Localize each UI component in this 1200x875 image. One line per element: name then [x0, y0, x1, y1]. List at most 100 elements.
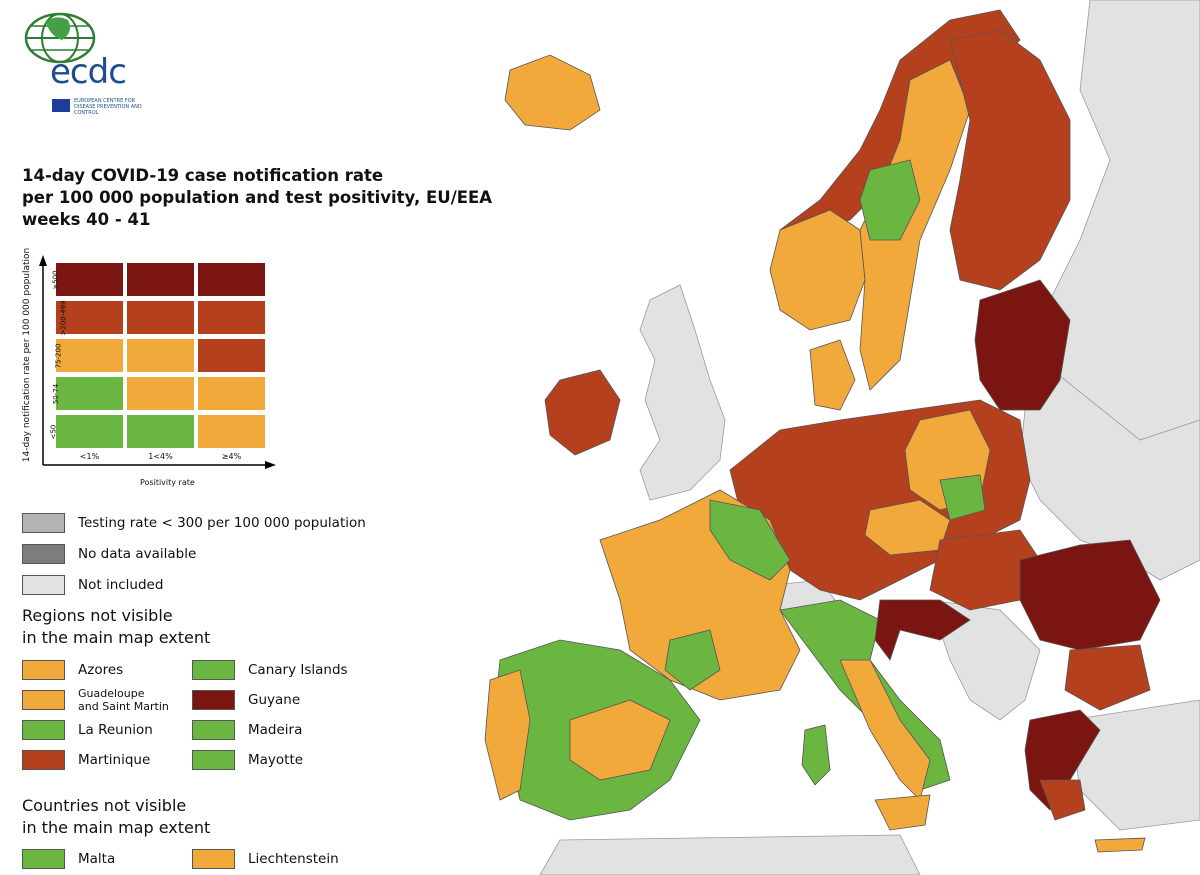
- matrix-cell: [197, 300, 266, 335]
- region-legend-item: Guadeloupe and Saint Martin: [22, 687, 169, 713]
- region-legend-item: La Reunion: [22, 719, 153, 741]
- matrix-col-label: 1<4%: [148, 452, 173, 461]
- matrix-cell: [197, 338, 266, 373]
- region-swatch: [22, 720, 65, 740]
- matrix-cell: [55, 414, 124, 449]
- country-legend-item: Liechtenstein: [192, 848, 339, 870]
- title-line-2: per 100 000 population and test positivi…: [22, 188, 493, 207]
- matrix-col-label: ≥4%: [221, 452, 242, 461]
- legend-testing-label: Testing rate < 300 per 100 000 populatio…: [78, 515, 366, 531]
- map-denmark: [809, 339, 856, 411]
- map-sicily: [874, 794, 931, 831]
- matrix-col-label: <1%: [79, 452, 100, 461]
- map-bulgaria: [1064, 644, 1151, 711]
- matrix-cell: [197, 414, 266, 449]
- map-crete: [1094, 837, 1146, 853]
- globe-icon: [24, 12, 96, 64]
- regions-heading-line-2: in the main map extent: [22, 628, 211, 647]
- map-title: 14-day COVID-19 case notification rate p…: [22, 165, 502, 231]
- map-portugal: [484, 669, 531, 801]
- region-label: Mayotte: [248, 752, 304, 768]
- legend-testing-rate: Testing rate < 300 per 100 000 populatio…: [22, 512, 366, 534]
- region-label: Madeira: [248, 722, 303, 738]
- region-label: Guadeloupe and Saint Martin: [78, 687, 169, 713]
- matrix-cell: [197, 376, 266, 411]
- country-swatch: [22, 849, 65, 869]
- region-legend-item: Martinique: [22, 749, 150, 771]
- region-legend-item: Azores: [22, 659, 123, 681]
- region-swatch: [192, 750, 235, 770]
- map-romania: [1019, 539, 1161, 651]
- matrix-cell: [126, 376, 195, 411]
- matrix-cell: [55, 300, 124, 335]
- eu-flag-icon: [52, 99, 70, 112]
- regions-heading: Regions not visible in the main map exte…: [22, 605, 210, 649]
- region-legend-item: Guyane: [192, 689, 300, 711]
- map-iceland: [504, 54, 601, 131]
- matrix-cell: [197, 262, 266, 297]
- matrix-x-axis-title: Positivity rate: [140, 478, 195, 487]
- map-finland: [949, 29, 1071, 291]
- region-label: Guyane: [248, 692, 301, 708]
- map-norway-south: [769, 209, 866, 331]
- region-swatch: [192, 690, 235, 710]
- region-legend-item: Madeira: [192, 719, 302, 741]
- region-label: Azores: [78, 662, 124, 678]
- matrix-cell: [55, 338, 124, 373]
- region-swatch: [22, 690, 65, 710]
- swatch: [22, 544, 65, 564]
- map-poland-green: [939, 474, 986, 521]
- map-france-green-ne: [709, 499, 791, 581]
- countries-heading-line-2: in the main map extent: [22, 818, 211, 837]
- matrix-cell: [126, 414, 195, 449]
- matrix-row-label: ≥500: [51, 270, 60, 290]
- map-croatia: [874, 599, 971, 661]
- map-turkey: [1069, 699, 1200, 831]
- map-italy-orange: [839, 659, 931, 801]
- map-russia-north: [1039, 0, 1200, 441]
- map-balkans: [929, 599, 1041, 721]
- map-uk: [639, 284, 726, 501]
- ecdc-logo: ecdc European Centre for Disease Prevent…: [22, 6, 152, 116]
- matrix-cell: [126, 300, 195, 335]
- country-label: Malta: [78, 851, 116, 867]
- map-sweden-green: [859, 159, 921, 241]
- matrix-y-axis-title: 14-day notification rate per 100 000 pop…: [22, 247, 32, 463]
- map-n-africa: [539, 834, 921, 875]
- matrix-row-label: >200-499: [59, 300, 68, 336]
- map-france-green-s: [664, 629, 721, 691]
- matrix-row-label: <50: [49, 424, 58, 440]
- region-swatch: [22, 660, 65, 680]
- country-legend-item: Malta: [22, 848, 115, 870]
- title-line-3: weeks 40 - 41: [22, 210, 151, 229]
- region-swatch: [192, 660, 235, 680]
- logo-subtitle: European Centre for Disease Prevention a…: [74, 98, 142, 116]
- map-ireland: [544, 369, 621, 456]
- region-label: Canary Islands: [248, 662, 348, 678]
- region-swatch: [192, 720, 235, 740]
- map-greece-south: [1039, 779, 1086, 821]
- region-swatch: [22, 750, 65, 770]
- matrix-cell: [126, 338, 195, 373]
- matrix-row-label: 75-200: [54, 343, 63, 369]
- matrix-cell: [55, 262, 124, 297]
- region-legend-item: Mayotte: [192, 749, 303, 771]
- map-baltics: [974, 279, 1071, 411]
- swatch: [22, 513, 65, 533]
- map-spain-orange: [569, 699, 671, 781]
- country-label: Liechtenstein: [248, 851, 339, 867]
- matrix-cell: [126, 262, 195, 297]
- region-label: Martinique: [78, 752, 151, 768]
- country-swatch: [192, 849, 235, 869]
- legend-not-included-label: Not included: [78, 577, 164, 593]
- swatch: [22, 575, 65, 595]
- region-legend-item: Canary Islands: [192, 659, 348, 681]
- logo-wordmark: ecdc: [50, 52, 127, 92]
- title-line-1: 14-day COVID-19 case notification rate: [22, 166, 384, 185]
- regions-heading-line-1: Regions not visible: [22, 606, 173, 625]
- map-sardinia: [801, 724, 831, 786]
- legend-not-included: Not included: [22, 574, 163, 596]
- countries-heading: Countries not visible in the main map ex…: [22, 795, 210, 839]
- legend-no-data: No data available: [22, 543, 196, 565]
- europe-map: [484, 0, 1200, 875]
